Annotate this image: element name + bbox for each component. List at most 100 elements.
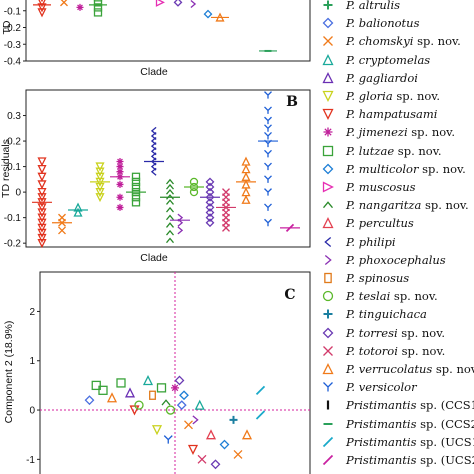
data-point [84, 395, 95, 406]
legend-symbol-icon [322, 436, 334, 447]
data-point [37, 223, 47, 233]
data-point [264, 218, 272, 227]
legend-marker [322, 145, 334, 156]
legend-marker [323, 345, 333, 356]
legend-label: P. philipi [346, 234, 396, 249]
y-axis-label: Component 2 (18.9%) [3, 321, 15, 424]
data-point [171, 383, 179, 392]
legend-label: P. chomskyi sp. nov. [346, 34, 461, 49]
data-point [76, 3, 84, 11]
legend-marker [322, 291, 334, 302]
y-axis-label: TD [1, 20, 13, 34]
legend-label: P. totoroi sp. nov. [346, 343, 446, 358]
data-point [95, 187, 105, 198]
legend-label: P. torresi sp. nov. [346, 325, 446, 340]
legend-marker [323, 36, 333, 47]
legend-item: P. teslai sp. nov. [316, 287, 474, 305]
data-point [149, 390, 156, 400]
legend-symbol-icon [323, 36, 333, 47]
legend-marker [322, 454, 334, 466]
legend-label: Pristimantis sp. (UCS1) [346, 434, 474, 449]
legend-item: P. nangaritza sp. nov. [316, 196, 474, 214]
legend-item: P. versicolor [316, 378, 474, 396]
data-point [255, 410, 266, 420]
data-point [241, 187, 251, 197]
data-point [37, 233, 47, 244]
legend-symbol-icon [322, 109, 334, 121]
data-point [166, 194, 174, 200]
legend-item: P. gagliardoi [316, 69, 474, 87]
legend-item: P. cryptomelas [316, 51, 474, 69]
data-point [205, 208, 215, 217]
legend-item: P. altrulis [316, 0, 474, 14]
legend-item: P. hampatusami [316, 105, 474, 123]
data-point [73, 202, 83, 212]
legend-label: Pristimantis sp. (CCS2) [346, 416, 474, 431]
data-point [194, 399, 205, 410]
y-tick-label: 0.2 [7, 137, 21, 148]
data-point [116, 203, 124, 211]
data-point [205, 177, 215, 187]
data-point [184, 420, 193, 430]
panel-b: 0.3 0.2 0.1 0 -0.1 -0.2 TD residuals Clade B [0, 89, 311, 264]
data-point [264, 188, 272, 196]
data-point [179, 390, 189, 401]
data-point [264, 175, 272, 183]
legend-item: P. tinguichaca [316, 305, 474, 323]
panel-a: -0.1 -0.2 -0.3 -0.4 TD Clade [1, 0, 311, 78]
data-point [60, 0, 68, 7]
data-point [264, 149, 272, 158]
data-point [255, 385, 266, 395]
data-point [142, 375, 154, 386]
panel-label: B [286, 94, 298, 110]
legend-item: P. totoroi sp. nov. [316, 342, 474, 360]
legend-marker [322, 163, 334, 175]
data-point [264, 203, 272, 211]
legend-symbol-icon [326, 400, 330, 410]
legend-item: P. gloria sp. nov. [316, 87, 474, 105]
legend-item: Pristimantis sp. (UCS2) [316, 451, 474, 469]
legend-marker [323, 382, 333, 392]
data-point [219, 439, 230, 450]
data-point [205, 197, 215, 207]
legend-item: P. phoxocephalus [316, 251, 474, 269]
legend-label: P. multicolor sp. nov. [346, 161, 466, 176]
data-point [73, 207, 83, 217]
data-point [264, 162, 272, 171]
data-point [37, 208, 47, 218]
legend-symbol-icon [323, 0, 333, 10]
legend-label: P. phoxocephalus [346, 252, 446, 267]
legend-symbol-icon [323, 201, 333, 209]
data-point [173, 0, 183, 7]
species-legend: P. altrulis P. balionotus P. chomskyi sp. … [316, 0, 474, 474]
legend-symbol-icon [322, 17, 334, 29]
legend-symbol-icon [322, 363, 334, 375]
y-tick-label: 2 [29, 307, 35, 318]
legend-item: P. muscosus [316, 178, 474, 196]
data-point [37, 193, 47, 203]
data-point [166, 214, 174, 221]
legend-label: P. muscosus [346, 180, 416, 194]
data-point [37, 3, 47, 13]
y-tick-label: 0.1 [7, 162, 21, 173]
legend-item: Pristimantis sp. (UCS1) [316, 433, 474, 451]
data-point [264, 116, 272, 125]
legend-symbol-icon [323, 127, 333, 137]
legend-marker [322, 109, 334, 121]
legend-marker [323, 309, 333, 319]
data-point [38, 0, 46, 8]
data-point [166, 222, 174, 228]
legend-label: Pristimantis sp. (CCS1) [346, 398, 474, 413]
legend-marker [322, 217, 334, 229]
data-point [37, 203, 47, 213]
data-point [177, 226, 184, 235]
legend-symbol-icon [322, 327, 334, 339]
data-point [37, 239, 47, 249]
legend-marker [322, 436, 334, 447]
legend-marker [324, 254, 332, 265]
data-point [95, 182, 105, 192]
y-tick-label: 0.3 [7, 111, 21, 122]
legend-symbol-icon [324, 254, 332, 265]
data-point [174, 375, 185, 386]
legend-label: P. teslai sp. nov. [346, 289, 438, 304]
